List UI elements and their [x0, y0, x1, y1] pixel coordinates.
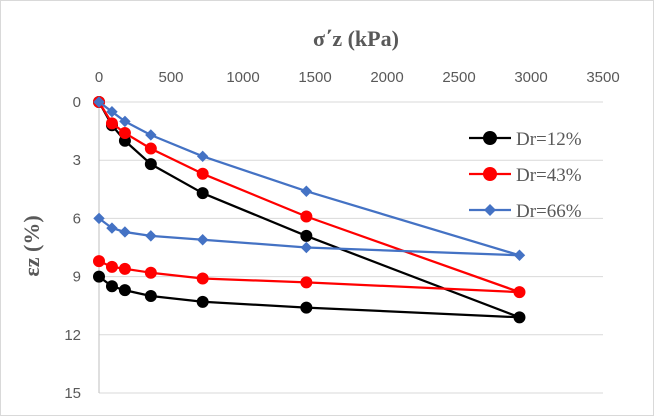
x-tick-label-2: 1000 — [226, 69, 259, 86]
x-tick-label-6: 3000 — [514, 69, 547, 86]
data-point — [93, 270, 105, 283]
y-tick-label-2: 6 — [73, 210, 81, 227]
y-tick-label-0: 0 — [73, 94, 81, 111]
series-line-1 — [98, 101, 521, 294]
data-point — [119, 226, 131, 238]
data-point — [513, 286, 526, 299]
y-tick-label-5: 15 — [64, 385, 81, 402]
tick-labels: 0 500 1000 1500 2000 2500 3000 3500 0 3 6 9 12 15 — [64, 69, 619, 402]
data-point — [196, 272, 209, 285]
data-point — [144, 290, 157, 302]
data-point — [118, 262, 131, 275]
legend-marker-2 — [484, 204, 496, 216]
y-tick-label-1: 3 — [73, 152, 81, 169]
data-point — [93, 255, 105, 268]
data-point — [196, 295, 209, 308]
x-axis-title: σ΄z (kPa) — [313, 26, 399, 51]
x-tick-label-7: 3500 — [586, 69, 619, 86]
data-point — [105, 280, 118, 293]
legend-marker-1 — [483, 167, 497, 181]
data-point — [118, 127, 131, 140]
data-point — [513, 311, 526, 324]
x-tick-label-1: 500 — [158, 69, 183, 86]
y-axis-title: εz (%) — [19, 215, 44, 276]
data-point — [196, 234, 209, 246]
data-point — [144, 142, 157, 155]
x-tick-label-3: 1500 — [298, 69, 331, 86]
data-point — [118, 284, 131, 297]
data-point — [106, 222, 118, 234]
data-point — [144, 158, 157, 171]
data-point — [300, 301, 313, 314]
data-point — [144, 266, 157, 279]
data-point — [119, 115, 131, 128]
x-tick-label-4: 2000 — [370, 69, 403, 86]
data-point — [105, 260, 118, 273]
data-point — [105, 117, 118, 130]
y-tick-label-4: 12 — [64, 327, 81, 344]
legend-marker-0 — [483, 131, 497, 145]
x-tick-label-0: 0 — [95, 69, 103, 86]
data-point — [93, 212, 105, 225]
y-tick-label-3: 9 — [73, 269, 81, 286]
legend-label-2: Dr=66% — [516, 201, 582, 222]
data-point — [196, 150, 209, 163]
data-point — [300, 276, 313, 289]
data-point — [93, 96, 105, 108]
data-point — [145, 129, 157, 141]
legend-label-1: Dr=43% — [516, 165, 582, 186]
data-point — [106, 105, 118, 118]
data-point — [300, 229, 313, 242]
legend: Dr=12% Dr=43% Dr=66% — [469, 129, 582, 222]
data-point — [300, 210, 313, 223]
data-point — [196, 167, 209, 180]
data-point — [300, 241, 313, 254]
data-point — [196, 187, 209, 200]
data-point — [300, 185, 313, 197]
plot-series — [93, 96, 526, 324]
data-point — [513, 249, 526, 261]
x-tick-label-5: 2500 — [442, 69, 475, 86]
legend-label-0: Dr=12% — [516, 129, 582, 150]
data-point — [145, 230, 157, 242]
